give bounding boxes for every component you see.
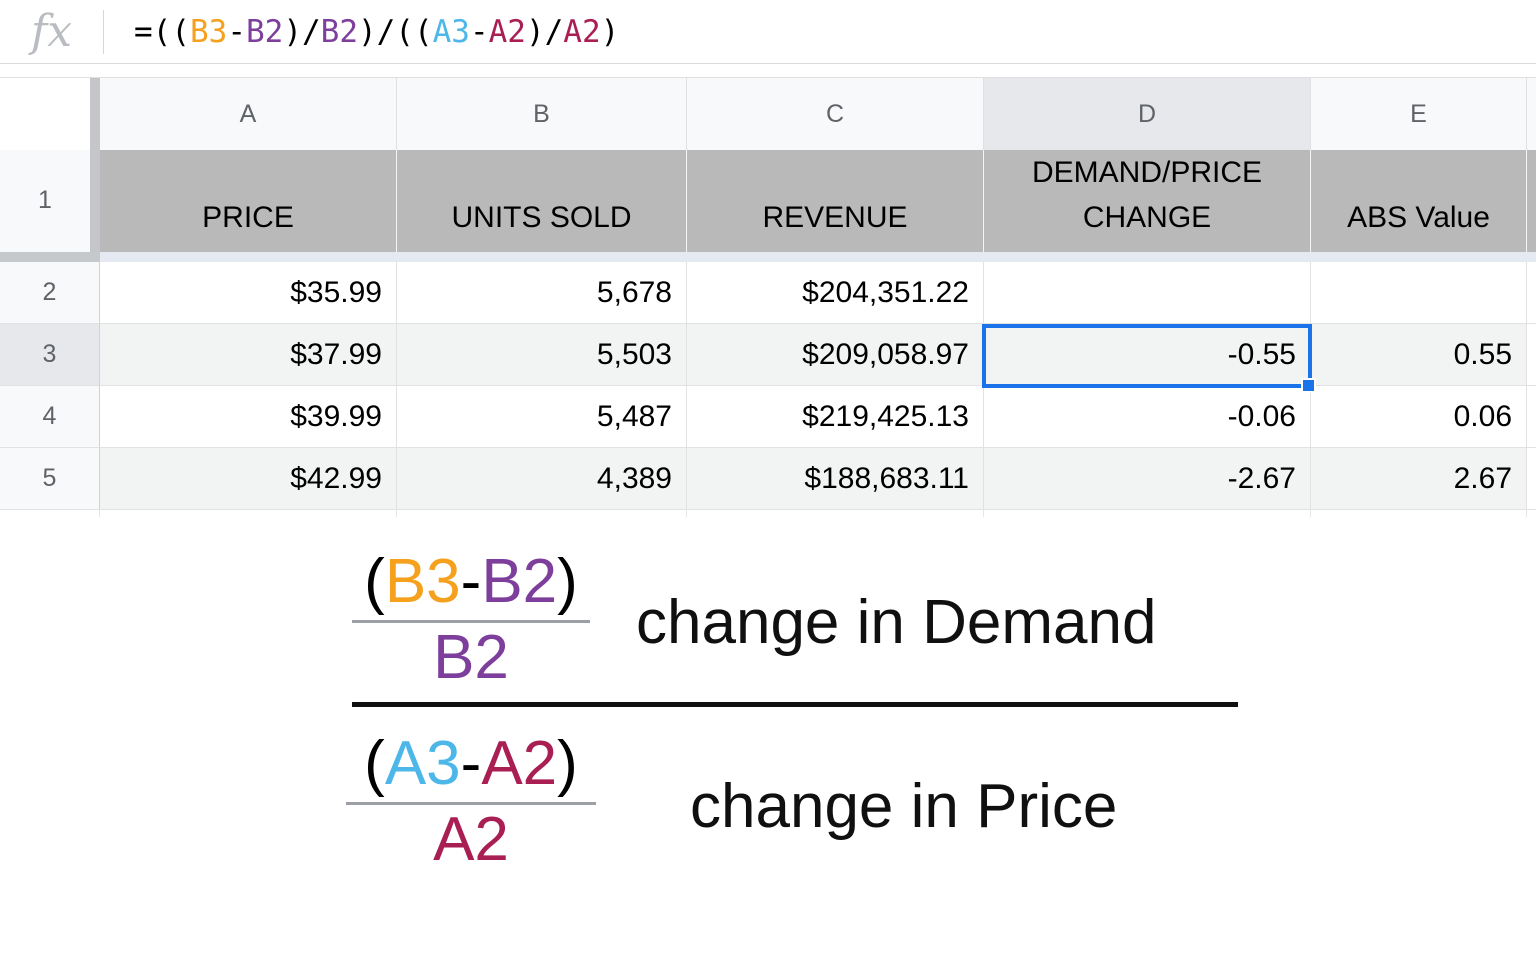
formula-bar: fx =((B3-B2)/B2)/((A3-A2)/A2) (0, 0, 1536, 64)
formula-token: - (469, 13, 489, 50)
demand-change-fraction: (B3-B2) B2 (352, 546, 590, 691)
cell-D5[interactable]: -2.67 (984, 448, 1311, 510)
table-header-row: 1 PRICE UNITS SOLD REVENUE DEMAND/PRICE … (0, 150, 1536, 252)
cell-C1[interactable]: REVENUE (687, 150, 984, 252)
formula-token: )/(( (357, 13, 433, 50)
cell-F5-sliver[interactable] (1527, 448, 1536, 510)
price-fraction-numerator: (A3-A2) (364, 729, 578, 798)
row-header-3[interactable]: 3 (0, 324, 100, 386)
cell-D2[interactable] (984, 262, 1311, 324)
cell-F1-sliver[interactable] (1527, 150, 1536, 252)
row-header-5[interactable]: 5 (0, 448, 100, 510)
table-row: 2 $35.99 5,678 $204,351.22 (0, 262, 1536, 324)
cell-A4[interactable]: $39.99 (100, 386, 397, 448)
cell-F2-sliver[interactable] (1527, 262, 1536, 324)
cell-E3[interactable]: 0.55 (1311, 324, 1527, 386)
cell-B4[interactable]: 5,487 (397, 386, 687, 448)
cell-C2[interactable]: $204,351.22 (687, 262, 984, 324)
cell-E2[interactable] (1311, 262, 1527, 324)
cell-E4[interactable]: 0.06 (1311, 386, 1527, 448)
row-header-2[interactable]: 2 (0, 262, 100, 324)
spreadsheet-grid: A B C D E 1 PRICE UNITS SOLD REVENUE DEM… (0, 64, 1536, 517)
cell-E5[interactable]: 2.67 (1311, 448, 1527, 510)
row-header-4[interactable]: 4 (0, 386, 100, 448)
formula-token: )/ (283, 13, 321, 50)
fraction-bar (352, 620, 590, 623)
cell-D3-selected[interactable]: -0.55 (984, 324, 1311, 386)
column-header-A[interactable]: A (100, 78, 397, 150)
column-header-F-sliver[interactable] (1527, 78, 1536, 150)
formula-token: )/ (525, 13, 564, 50)
table-row: 3 $37.99 5,503 $209,058.97 -0.55 0.55 (0, 324, 1536, 386)
frozen-row-divider (0, 252, 1536, 262)
cell-B1[interactable]: UNITS SOLD (397, 150, 687, 252)
change-in-price-label: change in Price (690, 772, 1118, 841)
frozen-divider-grid-segment (100, 252, 1536, 262)
cell-A3[interactable]: $37.99 (100, 324, 397, 386)
cell-B5[interactable]: 4,389 (397, 448, 687, 510)
ref-a2: A2 (481, 729, 558, 798)
cell-B3[interactable]: 5,503 (397, 324, 687, 386)
formula-token-b3: B3 (190, 13, 228, 50)
table-row: 4 $39.99 5,487 $219,425.13 -0.06 0.06 (0, 386, 1536, 448)
cell-C5[interactable]: $188,683.11 (687, 448, 984, 510)
cell-F3-sliver[interactable] (1527, 324, 1536, 386)
column-header-row: A B C D E (0, 77, 1536, 150)
cell-F4-sliver[interactable] (1527, 386, 1536, 448)
clipped-row-stub (0, 510, 1536, 517)
cell-C4[interactable]: $219,425.13 (687, 386, 984, 448)
select-all-corner[interactable] (0, 78, 100, 150)
formula-bar-spacer (0, 64, 1536, 77)
cell-C3[interactable]: $209,058.97 (687, 324, 984, 386)
fraction-bar (346, 802, 596, 805)
row-header-1[interactable]: 1 (0, 150, 100, 252)
demand-fraction-numerator: (B3-B2) (364, 547, 578, 616)
change-in-demand-label: change in Demand (636, 588, 1157, 657)
formula-token: =(( (134, 13, 190, 50)
formula-token: - (227, 13, 246, 50)
price-change-fraction: (A3-A2) A2 (346, 728, 596, 873)
cell-D4[interactable]: -0.06 (984, 386, 1311, 448)
column-header-C[interactable]: C (687, 78, 984, 150)
formula-token-a2: A2 (563, 13, 601, 50)
fill-handle[interactable] (1301, 378, 1316, 393)
formula-token-a3: A3 (432, 13, 470, 50)
main-division-line (352, 702, 1238, 707)
table-row: 5 $42.99 4,389 $188,683.11 -2.67 2.67 (0, 448, 1536, 510)
demand-fraction-denominator: B2 (433, 623, 509, 692)
column-header-B[interactable]: B (397, 78, 687, 150)
price-fraction-denominator: A2 (433, 805, 509, 874)
formula-token-b2: B2 (320, 13, 358, 50)
cell-B2[interactable]: 5,678 (397, 262, 687, 324)
formula-token: ) (600, 13, 620, 50)
cell-E1[interactable]: ABS Value (1311, 150, 1527, 252)
cell-A5[interactable]: $42.99 (100, 448, 397, 510)
cell-A2[interactable]: $35.99 (100, 262, 397, 324)
cell-D1[interactable]: DEMAND/PRICE CHANGE (984, 150, 1311, 252)
ref-a3: A3 (384, 729, 461, 798)
formula-input[interactable]: =((B3-B2)/B2)/((A3-A2)/A2) (134, 14, 619, 50)
column-header-D[interactable]: D (984, 78, 1311, 150)
ref-b3: B3 (384, 547, 461, 616)
frozen-divider-header-segment (0, 252, 100, 262)
formula-token-a2: A2 (488, 13, 526, 50)
column-header-E[interactable]: E (1311, 78, 1527, 150)
formula-bar-divider (103, 9, 104, 54)
function-icon: fx (30, 5, 73, 57)
cell-A1[interactable]: PRICE (100, 150, 397, 252)
ref-b2: B2 (481, 547, 558, 616)
formula-token-b2: B2 (246, 13, 284, 50)
